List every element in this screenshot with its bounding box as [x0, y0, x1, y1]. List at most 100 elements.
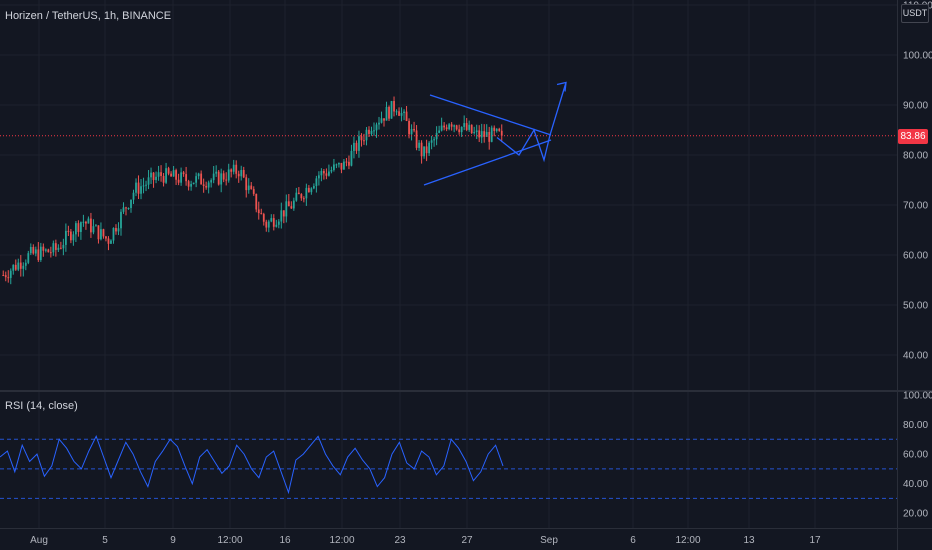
- candle-body: [62, 244, 65, 249]
- candle-body: [145, 184, 147, 186]
- candle-body: [95, 225, 97, 227]
- candle-body: [483, 131, 486, 137]
- candle-body: [443, 125, 446, 128]
- candle-body: [393, 101, 395, 112]
- candle-body: [19, 262, 22, 269]
- candle-body: [360, 136, 363, 141]
- candle-body: [282, 210, 285, 217]
- candle-body: [110, 240, 112, 244]
- candle-body: [47, 249, 50, 253]
- candle-body: [135, 182, 137, 193]
- candle-body: [287, 201, 290, 207]
- candle-body: [410, 129, 413, 135]
- candle-body: [265, 221, 268, 228]
- candle-body: [340, 162, 343, 170]
- candle-body: [132, 192, 135, 200]
- price-tick-label: 40.00: [903, 351, 928, 362]
- candle-body: [430, 140, 433, 143]
- candle-body: [247, 185, 250, 191]
- time-tick-label: 17: [809, 535, 821, 546]
- candle-body: [177, 179, 180, 183]
- candle-body: [187, 181, 190, 187]
- candle-body: [24, 262, 27, 266]
- candle-body: [77, 223, 80, 232]
- candle-body: [242, 169, 245, 178]
- candle-body: [260, 213, 263, 215]
- candle-body: [373, 130, 375, 132]
- candle-body: [107, 238, 110, 244]
- candle-body: [142, 185, 145, 187]
- candle-body: [338, 162, 340, 165]
- trendline-drawings: [423, 81, 567, 186]
- price-tick-label: 100.00: [903, 51, 932, 62]
- candle-body: [220, 173, 223, 185]
- candle-body: [217, 171, 220, 185]
- grid: [0, 0, 897, 528]
- candle-body: [408, 120, 410, 135]
- candle-body: [440, 125, 443, 131]
- candle-body: [415, 130, 418, 148]
- candle-body: [345, 161, 348, 163]
- candle-body: [7, 277, 10, 279]
- candle-body: [463, 123, 466, 127]
- candle-body: [418, 142, 420, 148]
- candle-body: [49, 252, 52, 254]
- candle-body: [152, 172, 155, 181]
- candle-body: [368, 129, 370, 134]
- candle-body: [185, 174, 188, 182]
- price-tick-label: 70.00: [903, 201, 928, 212]
- candle-body: [210, 180, 213, 183]
- candle-body: [468, 124, 471, 130]
- candle-body: [190, 183, 193, 187]
- candle-body: [330, 169, 333, 172]
- candle-body: [255, 193, 258, 210]
- symbol-legend: Horizen / TetherUS, 1h, BINANCE: [5, 10, 172, 22]
- candle-body: [300, 194, 303, 199]
- candle-body: [27, 253, 30, 263]
- candle-body: [428, 142, 431, 154]
- candle-body: [147, 177, 150, 185]
- candle-body: [480, 131, 483, 138]
- candle-body: [155, 176, 157, 181]
- candle-body: [500, 130, 503, 136]
- candle-body: [140, 186, 142, 194]
- candle-body: [250, 185, 253, 190]
- candle-body: [398, 111, 400, 116]
- candle-body: [252, 189, 255, 194]
- arrow-head: [556, 81, 567, 92]
- triangle-lower-line: [423, 139, 552, 186]
- last-price-tag: 83.86: [898, 129, 928, 144]
- candle-body: [195, 176, 198, 183]
- candle-body: [17, 262, 20, 270]
- candle-body: [400, 113, 403, 116]
- candle-body: [245, 177, 248, 191]
- candle-body: [44, 249, 47, 251]
- candle-body: [85, 221, 87, 224]
- candle-body: [235, 164, 238, 174]
- time-tick-label: 9: [170, 535, 176, 546]
- candle-body: [22, 265, 25, 269]
- candle-body: [305, 187, 308, 199]
- time-axis-ticks: Aug 5 9 12:00 16 12:00 23 27 Sep 6 12:00 13 17: [30, 535, 821, 546]
- price-tick-label: 60.00: [903, 251, 928, 262]
- candle-body: [403, 111, 405, 114]
- candle-body: [212, 173, 215, 181]
- candle-body: [450, 124, 453, 127]
- candle-body: [435, 132, 438, 140]
- candle-body: [39, 246, 42, 261]
- candle-body: [470, 124, 473, 134]
- candle-body: [202, 184, 205, 186]
- candle-body: [358, 136, 360, 151]
- time-tick-label: Sep: [540, 535, 558, 546]
- candle-body: [117, 228, 120, 232]
- candle-body: [125, 207, 127, 209]
- candle-body: [9, 270, 12, 278]
- candle-body: [205, 185, 208, 188]
- candle-body: [67, 230, 70, 232]
- candle-body: [80, 222, 82, 232]
- currency-badge[interactable]: USDT: [901, 4, 929, 23]
- candle-body: [227, 169, 230, 181]
- projection-arrow-path: [496, 82, 567, 163]
